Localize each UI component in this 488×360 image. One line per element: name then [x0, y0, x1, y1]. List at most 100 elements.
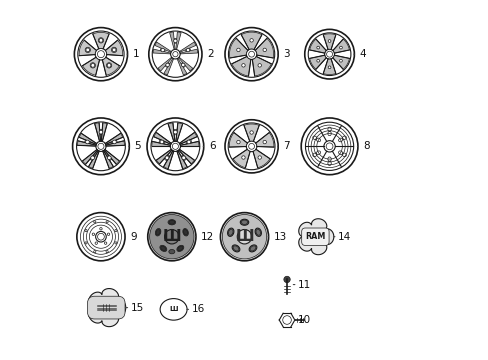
Ellipse shape [177, 246, 183, 251]
Circle shape [283, 276, 290, 283]
Polygon shape [231, 57, 250, 76]
Polygon shape [152, 141, 170, 146]
Polygon shape [95, 123, 101, 141]
Polygon shape [255, 132, 273, 147]
Circle shape [100, 228, 102, 230]
Polygon shape [156, 149, 172, 164]
Text: 11: 11 [293, 280, 310, 289]
Text: 10: 10 [294, 315, 310, 325]
Circle shape [236, 48, 240, 51]
Circle shape [173, 130, 177, 134]
Polygon shape [102, 57, 119, 75]
Ellipse shape [160, 245, 166, 252]
Circle shape [258, 64, 261, 67]
Circle shape [99, 39, 102, 42]
Circle shape [173, 39, 177, 42]
Circle shape [85, 242, 87, 244]
FancyBboxPatch shape [87, 296, 125, 319]
Polygon shape [88, 289, 125, 327]
Polygon shape [332, 55, 349, 69]
Ellipse shape [233, 246, 238, 251]
Polygon shape [323, 59, 335, 75]
Polygon shape [79, 133, 97, 144]
Circle shape [94, 251, 96, 253]
Ellipse shape [155, 229, 161, 236]
Circle shape [249, 131, 253, 134]
Ellipse shape [168, 220, 174, 224]
Text: 15: 15 [125, 303, 143, 312]
Ellipse shape [228, 229, 233, 235]
Circle shape [86, 48, 89, 52]
Circle shape [220, 213, 268, 261]
Circle shape [99, 130, 102, 134]
Polygon shape [241, 32, 262, 49]
Polygon shape [79, 40, 96, 56]
Circle shape [316, 46, 319, 49]
Text: 7: 7 [277, 141, 289, 151]
Circle shape [263, 48, 266, 51]
Circle shape [241, 156, 244, 159]
Polygon shape [229, 132, 247, 147]
Polygon shape [180, 141, 199, 146]
Ellipse shape [177, 245, 183, 252]
Polygon shape [102, 151, 113, 168]
Circle shape [112, 140, 116, 144]
Circle shape [94, 221, 96, 223]
Circle shape [106, 221, 108, 223]
Text: 1: 1 [127, 49, 139, 59]
Circle shape [95, 242, 97, 244]
Ellipse shape [183, 229, 188, 236]
Ellipse shape [255, 228, 261, 237]
Polygon shape [163, 58, 173, 75]
Polygon shape [169, 32, 175, 50]
Polygon shape [155, 42, 171, 52]
Polygon shape [153, 49, 170, 54]
Circle shape [249, 39, 253, 42]
Polygon shape [106, 141, 124, 146]
Ellipse shape [250, 246, 255, 251]
Circle shape [181, 63, 184, 67]
Polygon shape [323, 34, 335, 49]
Text: 4: 4 [353, 49, 366, 59]
Text: 5: 5 [128, 141, 141, 151]
Ellipse shape [232, 245, 239, 252]
Text: Ш: Ш [169, 306, 178, 312]
Polygon shape [298, 219, 333, 255]
Circle shape [339, 59, 342, 62]
Circle shape [107, 63, 111, 67]
Circle shape [327, 40, 330, 42]
Circle shape [115, 242, 117, 244]
Circle shape [164, 229, 179, 244]
Circle shape [165, 156, 168, 159]
Circle shape [165, 63, 169, 67]
Circle shape [182, 156, 185, 159]
Circle shape [149, 215, 194, 259]
Polygon shape [179, 132, 197, 144]
Circle shape [236, 140, 240, 144]
Polygon shape [105, 133, 122, 144]
Ellipse shape [227, 228, 233, 237]
Polygon shape [176, 123, 183, 141]
Polygon shape [233, 149, 249, 168]
Polygon shape [158, 57, 172, 71]
Circle shape [186, 140, 190, 144]
Polygon shape [252, 57, 271, 76]
Text: 3: 3 [277, 49, 289, 59]
Polygon shape [82, 149, 98, 164]
Ellipse shape [168, 220, 175, 225]
Text: Ш: Ш [235, 229, 253, 244]
Text: 2: 2 [201, 49, 213, 59]
Circle shape [258, 156, 261, 159]
Ellipse shape [241, 220, 247, 224]
Circle shape [92, 233, 94, 235]
Polygon shape [176, 32, 181, 50]
Ellipse shape [183, 229, 187, 235]
Polygon shape [168, 123, 175, 141]
Circle shape [106, 251, 108, 253]
Circle shape [237, 229, 251, 244]
Circle shape [85, 229, 87, 231]
Text: 12: 12 [195, 232, 214, 242]
Text: 14: 14 [333, 232, 350, 242]
Text: Ш: Ш [162, 229, 181, 244]
Polygon shape [244, 124, 259, 141]
